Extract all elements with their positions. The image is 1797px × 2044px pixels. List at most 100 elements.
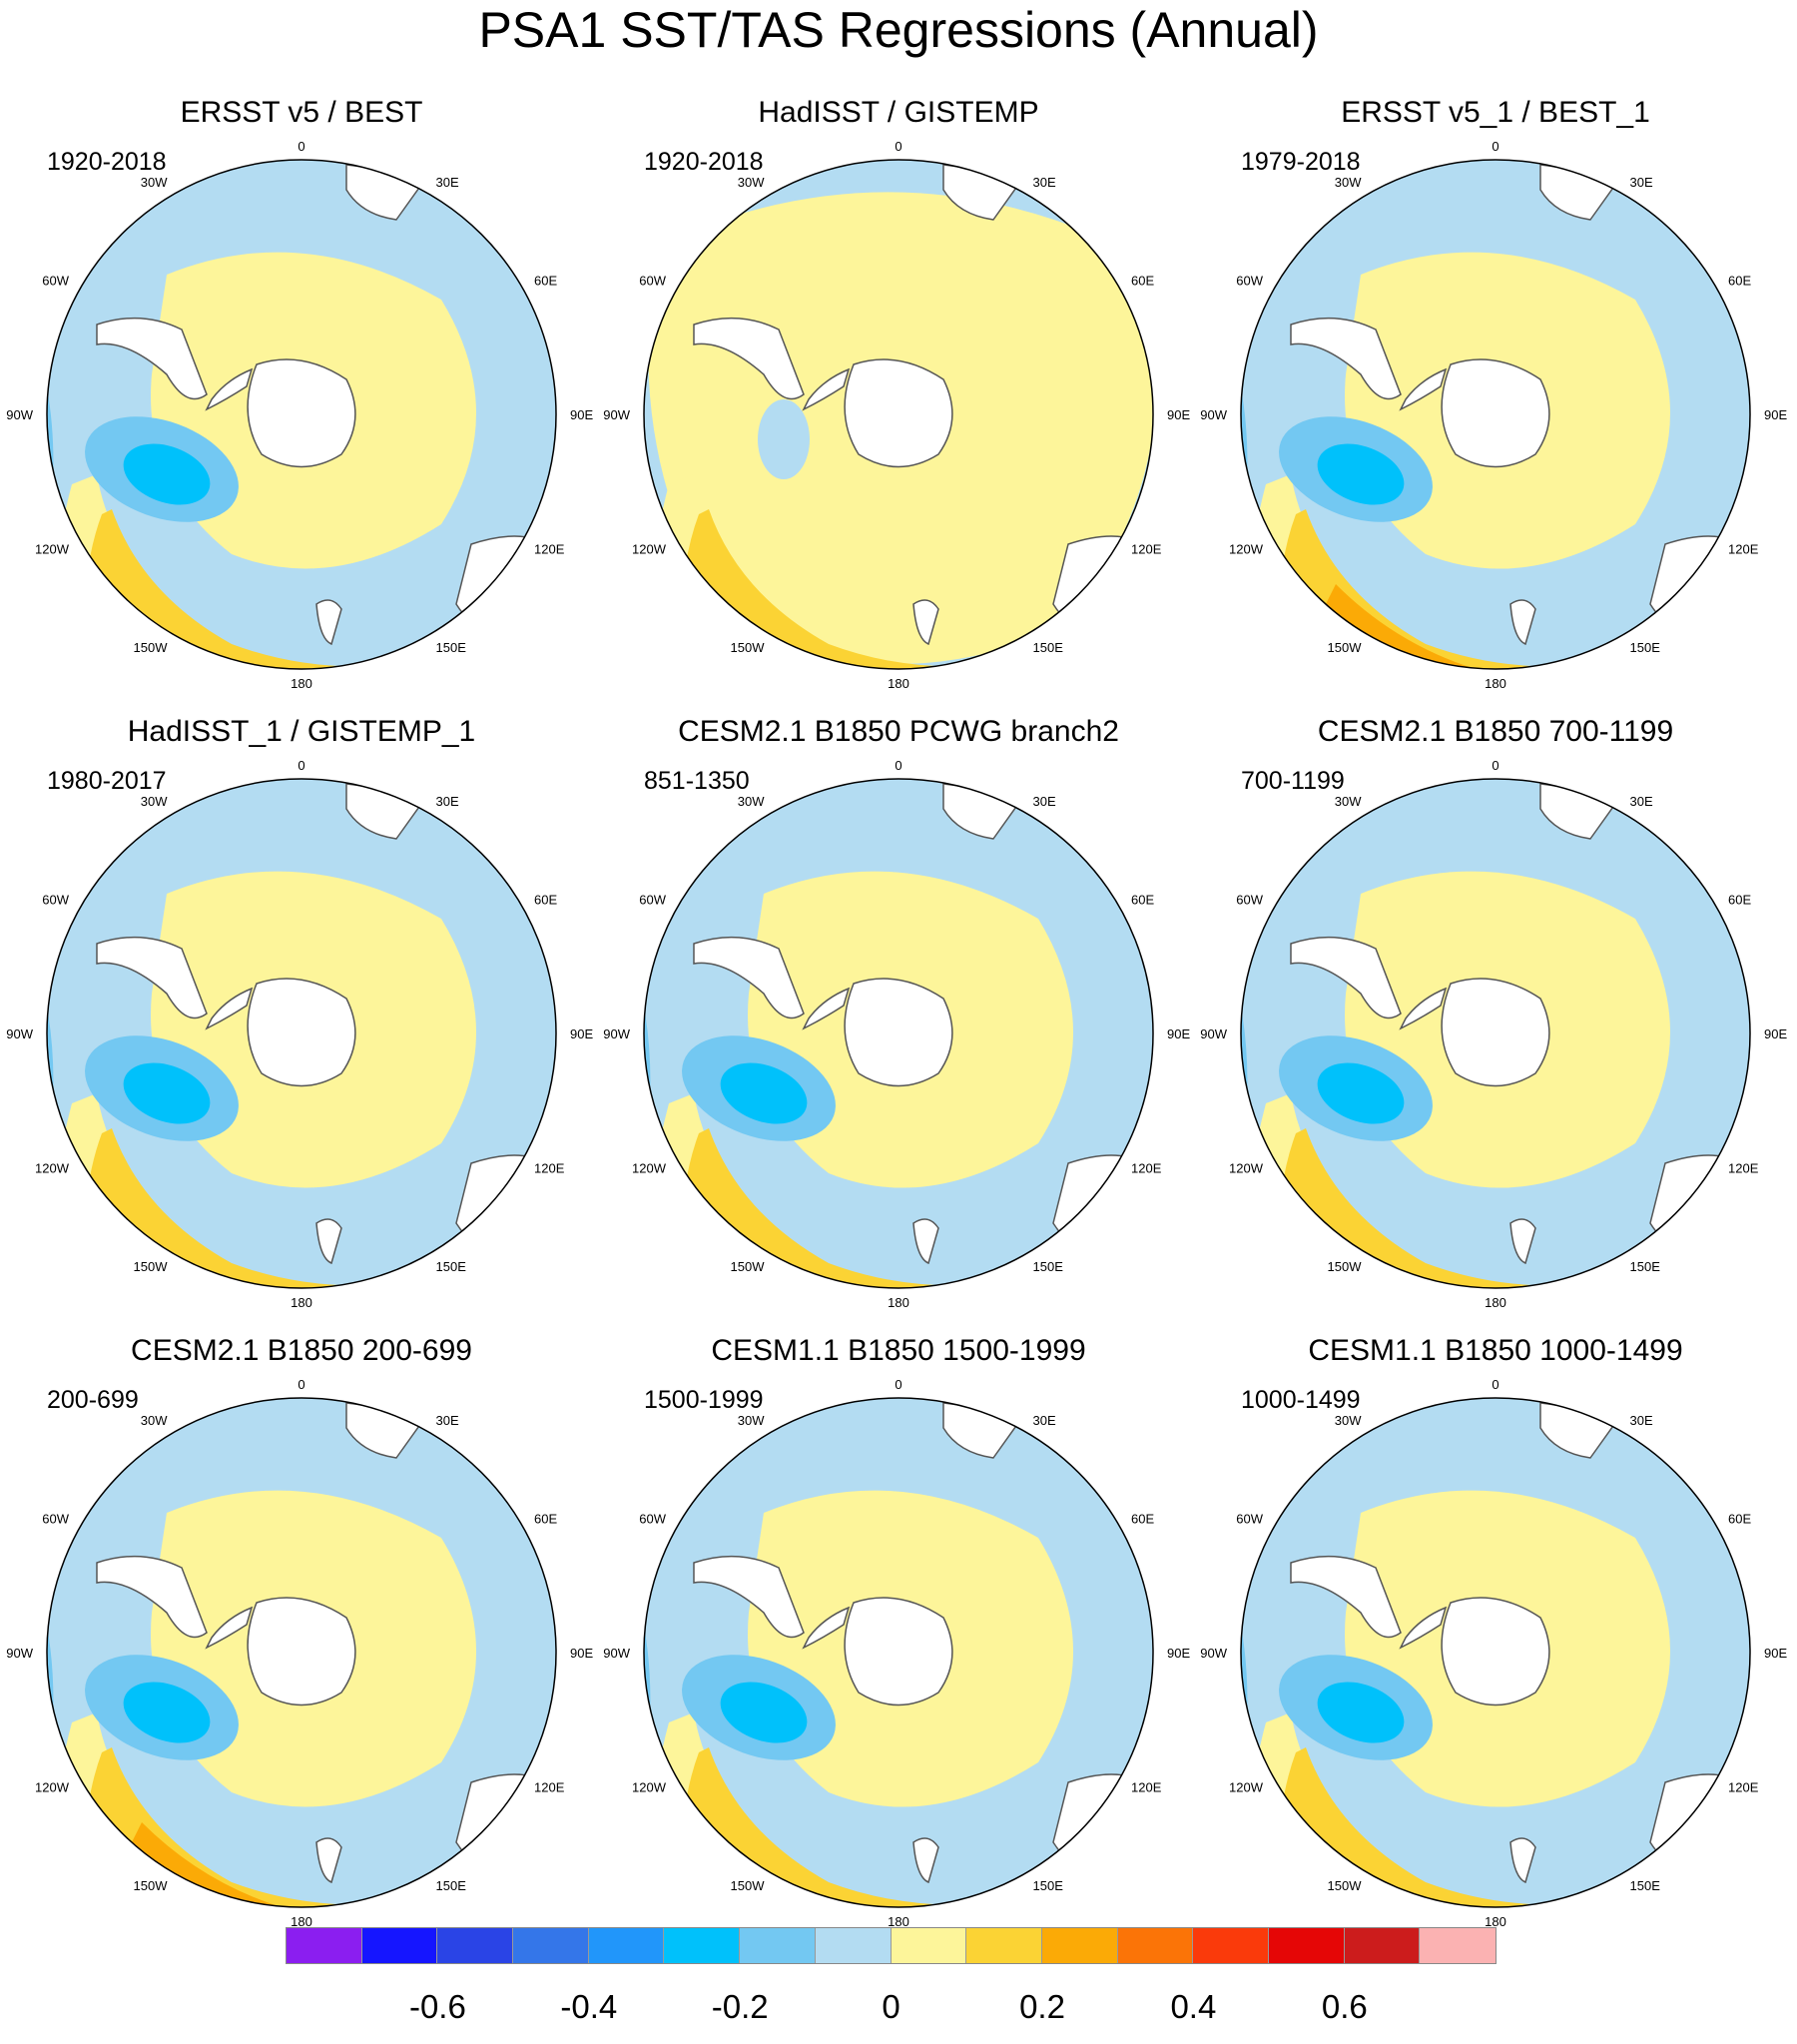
longitude-label: 90W <box>6 407 33 422</box>
longitude-label: 120W <box>632 542 667 557</box>
colorbar-tick-label: 0 <box>882 1988 900 2025</box>
longitude-label: 60W <box>639 274 666 289</box>
negative-anomaly-core <box>720 1682 808 1743</box>
longitude-label: 60E <box>1728 274 1751 289</box>
polar-stereographic-map: 0 30E 60E 90E 120E 150E 180 150W 120W 90W 60W 30W <box>1200 1377 1787 1929</box>
longitude-label: 120W <box>1229 542 1264 557</box>
new-zealand-landmass <box>912 1218 939 1265</box>
longitude-label: 30E <box>436 794 459 809</box>
antarctic-peninsula <box>802 367 851 411</box>
longitude-label: 60E <box>1728 893 1751 908</box>
colorbar-swatch <box>588 1928 665 1963</box>
panel-year-range: 1920-2018 <box>47 148 167 176</box>
longitude-label: 90W <box>1200 1026 1227 1041</box>
longitude-label: 90W <box>1200 1646 1227 1661</box>
longitude-label: 120W <box>1229 1780 1264 1795</box>
longitude-label: 60E <box>534 1512 557 1527</box>
map-field <box>644 160 1153 669</box>
longitude-label: 90E <box>1167 1026 1190 1041</box>
colorbar-swatch <box>437 1928 514 1963</box>
south-america-landmass <box>1290 936 1402 1020</box>
polar-stereographic-map: 0 30E 60E 90E 120E 150E 180 150W 120W 90W 60W 30W <box>603 758 1190 1310</box>
colorbar-swatch <box>966 1928 1042 1963</box>
antarctica-landmass <box>247 358 356 468</box>
panel-year-range: 1920-2018 <box>644 148 764 176</box>
longitude-label: 120E <box>1131 1780 1162 1795</box>
polar-stereographic-map: 0 30E 60E 90E 120E 150E 180 150W 120W 90W 60W 30W <box>603 1377 1190 1929</box>
colorbar-swatch <box>1041 1928 1118 1963</box>
south-america-landmass <box>96 936 208 1020</box>
longitude-label: 30E <box>1630 1413 1653 1428</box>
panel-year-range: 700-1199 <box>1241 767 1345 795</box>
longitude-label: 150E <box>1630 1878 1661 1893</box>
colorbar-swatch <box>287 1928 362 1963</box>
warm-band-core <box>1326 584 1476 669</box>
colorbar-tick-label: -0.2 <box>711 1988 769 2025</box>
longitude-label: 120W <box>1229 1161 1264 1176</box>
longitude-label: 0 <box>1492 139 1498 154</box>
longitude-label: 180 <box>291 1914 312 1929</box>
polar-stereographic-map: 0 30E 60E 90E 120E 150E 180 150W 120W 90W 60W 30W <box>603 139 1190 691</box>
longitude-label: 60E <box>534 893 557 908</box>
panel-title: HadISST_1 / GISTEMP_1 <box>127 715 476 748</box>
longitude-label: 120E <box>534 1161 565 1176</box>
map-field <box>47 160 556 669</box>
longitude-label: 30E <box>1630 175 1653 190</box>
longitude-label: 180 <box>888 1295 909 1310</box>
longitude-label: 0 <box>298 1377 304 1392</box>
longitude-label: 150W <box>1328 1878 1363 1893</box>
negative-anomaly-core <box>123 1682 211 1743</box>
longitude-label: 60E <box>1131 274 1154 289</box>
map-field <box>1241 160 1750 669</box>
longitude-label: 0 <box>895 1377 901 1392</box>
longitude-label: 60E <box>1131 893 1154 908</box>
longitude-label: 180 <box>1485 676 1506 691</box>
panel-year-range: 200-699 <box>47 1386 139 1414</box>
longitude-label: 120E <box>534 542 565 557</box>
edge-cool-region <box>1241 984 1248 1163</box>
antarctic-peninsula <box>802 987 851 1030</box>
new-zealand-landmass <box>1509 1837 1536 1884</box>
longitude-label: 90W <box>603 1026 630 1041</box>
map-boundary <box>46 1397 557 1908</box>
negative-anomaly-core <box>1317 1062 1405 1124</box>
antarctica-landmass <box>247 1597 356 1706</box>
edge-cool-region <box>1241 1603 1248 1782</box>
longitude-label: 120E <box>534 1780 565 1795</box>
panel-year-range: 1500-1999 <box>644 1386 764 1414</box>
antarctic-peninsula <box>1399 987 1448 1030</box>
longitude-label: 30E <box>1033 1413 1056 1428</box>
longitude-label: 30W <box>738 794 765 809</box>
longitude-label: 90E <box>570 1026 593 1041</box>
longitude-label: 120W <box>632 1161 667 1176</box>
south-america-landmass <box>96 1555 208 1639</box>
new-zealand-landmass <box>315 1837 342 1884</box>
map-field <box>1241 779 1750 1288</box>
longitude-label: 90W <box>6 1026 33 1041</box>
edge-cool-region <box>47 1603 54 1782</box>
colorbar-tick-label: 0.2 <box>1019 1988 1065 2025</box>
panel-title: ERSST v5 / BEST <box>180 96 423 129</box>
new-zealand-landmass <box>315 1218 342 1265</box>
antarctic-peninsula <box>205 367 254 411</box>
longitude-label: 180 <box>291 1295 312 1310</box>
longitude-label: 0 <box>298 139 304 154</box>
longitude-label: 90W <box>603 407 630 422</box>
map-boundary <box>643 778 1154 1289</box>
longitude-label: 150W <box>1328 1259 1363 1274</box>
new-zealand-landmass <box>912 1837 939 1884</box>
panel-year-range: 1980-2017 <box>47 767 167 795</box>
longitude-label: 30W <box>141 794 168 809</box>
longitude-label: 30E <box>436 1413 459 1428</box>
antarctica-landmass <box>1441 1597 1550 1706</box>
antarctic-peninsula <box>1399 1606 1448 1650</box>
new-zealand-landmass <box>912 599 939 646</box>
polar-stereographic-map: 0 30E 60E 90E 120E 150E 180 150W 120W 90W 60W 30W <box>1200 758 1787 1310</box>
antarctic-peninsula <box>205 987 254 1030</box>
map-panel: HadISST_1 / GISTEMP_1 1980-2017 0 30E 60E 90E… <box>2 714 601 1333</box>
longitude-label: 0 <box>895 139 901 154</box>
map-panel: CESM1.1 B1850 1500-1999 1500-1999 0 30E 60E 9… <box>599 1333 1198 1952</box>
map-boundary <box>1240 778 1751 1289</box>
panel-year-range: 851-1350 <box>644 767 750 795</box>
longitude-label: 150E <box>1033 1259 1064 1274</box>
